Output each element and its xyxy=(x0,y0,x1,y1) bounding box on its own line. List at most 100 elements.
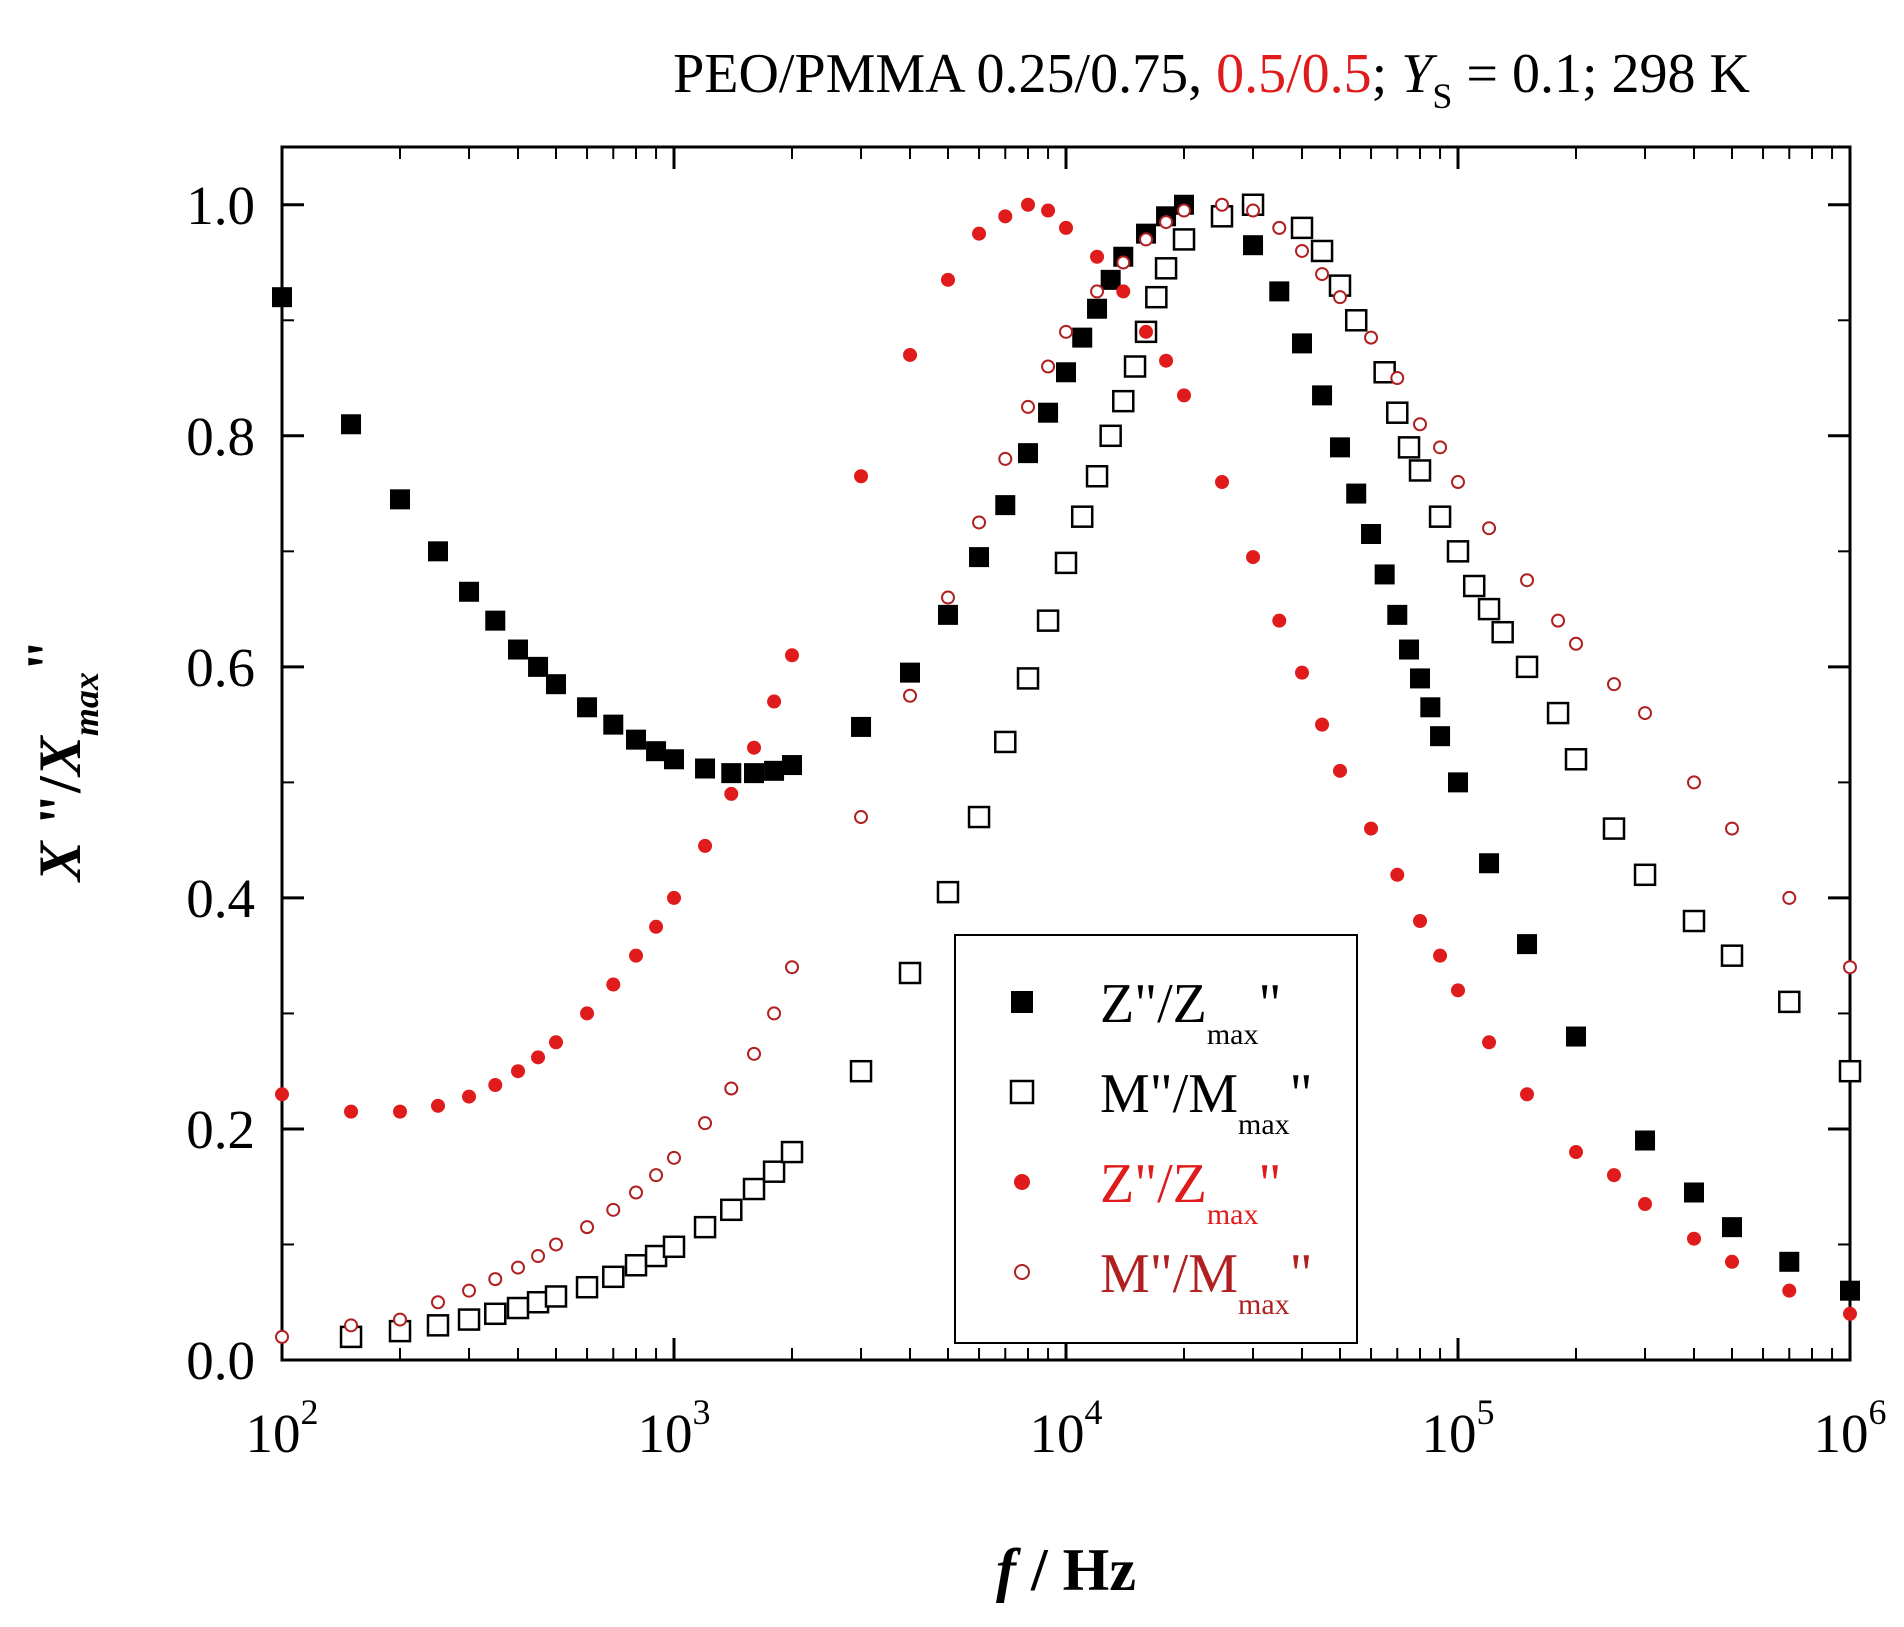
data-point xyxy=(1517,934,1538,955)
data-markers xyxy=(272,193,1862,1349)
data-point xyxy=(720,1198,743,1222)
data-point xyxy=(1329,437,1350,458)
data-point xyxy=(1482,521,1497,536)
x-tick-label: 102 xyxy=(246,1392,319,1464)
y-tick-label: 0.8 xyxy=(186,406,255,467)
data-point xyxy=(459,581,480,602)
data-point xyxy=(580,1006,595,1021)
data-point xyxy=(1364,821,1379,836)
data-point xyxy=(780,1140,804,1164)
data-point xyxy=(426,1314,450,1337)
x-tick-exponent: 5 xyxy=(1477,1392,1495,1432)
data-point xyxy=(344,1104,359,1119)
data-point xyxy=(1090,249,1105,264)
data-point xyxy=(1041,203,1056,218)
x-tick-label: 104 xyxy=(1030,1392,1103,1464)
data-point xyxy=(1344,309,1368,332)
legend: Z"/Zmax"M"/Mmax"Z"/Zmax"M"/Mmax" xyxy=(954,934,1358,1344)
title-part4: = 0.1; 298 K xyxy=(1452,43,1750,105)
data-point xyxy=(488,1272,503,1287)
data-point xyxy=(898,961,922,985)
title-ys: Y xyxy=(1401,43,1438,105)
data-point xyxy=(747,740,762,755)
data-point xyxy=(545,674,566,695)
data-point xyxy=(1041,359,1056,374)
data-point xyxy=(531,1249,546,1264)
data-point xyxy=(1782,1283,1797,1298)
data-point xyxy=(1638,1197,1653,1212)
data-point xyxy=(390,489,411,510)
data-point xyxy=(1246,203,1261,218)
data-point xyxy=(344,1318,359,1333)
data-point xyxy=(1602,817,1626,840)
title-ys-sub: S xyxy=(1432,76,1452,116)
y-tick-label: 0.4 xyxy=(186,868,255,929)
data-point xyxy=(1724,1254,1739,1269)
data-point xyxy=(900,662,921,683)
data-point xyxy=(1214,475,1229,490)
x-tick-base: 10 xyxy=(1030,1403,1085,1464)
data-point xyxy=(1778,990,1801,1014)
data-point xyxy=(275,1329,289,1344)
data-point xyxy=(427,541,448,562)
data-point xyxy=(972,515,987,530)
data-point xyxy=(1606,1168,1621,1183)
data-point xyxy=(1269,281,1290,302)
data-point xyxy=(1056,362,1076,383)
y-tick-label: 0.0 xyxy=(186,1330,255,1391)
data-point xyxy=(967,805,991,829)
data-point xyxy=(1272,613,1287,628)
data-point xyxy=(1408,459,1432,482)
y-label-x1: X xyxy=(27,839,93,883)
data-point xyxy=(1315,267,1330,282)
data-point xyxy=(629,948,644,963)
data-point xyxy=(506,1296,530,1320)
data-point xyxy=(511,1260,526,1275)
data-point xyxy=(430,1295,445,1310)
y-axis-label: X "/Xmax" xyxy=(15,639,106,883)
title-part1: PEO/PMMA 0.25/0.75, xyxy=(673,43,1216,105)
legend-tail: " xyxy=(1259,1153,1282,1215)
data-point xyxy=(854,469,869,484)
x-tick-label: 105 xyxy=(1422,1392,1495,1464)
data-point xyxy=(1315,717,1330,732)
data-point xyxy=(721,763,742,784)
data-point xyxy=(430,1098,445,1113)
data-point xyxy=(1112,389,1135,413)
data-point xyxy=(603,714,624,735)
data-point xyxy=(940,272,955,287)
data-point xyxy=(1332,290,1347,305)
data-point xyxy=(1159,215,1174,230)
data-point xyxy=(511,1064,526,1079)
data-point xyxy=(1145,285,1168,309)
data-point xyxy=(1090,284,1105,299)
data-point xyxy=(695,758,716,779)
data-point xyxy=(698,838,713,853)
data-point xyxy=(747,1046,762,1061)
data-point xyxy=(854,810,869,825)
data-point xyxy=(1635,1130,1656,1151)
data-point xyxy=(1551,613,1566,628)
series-0 xyxy=(272,194,1860,1301)
legend-marker-3 xyxy=(1014,1264,1030,1280)
data-point xyxy=(1246,550,1261,565)
data-point xyxy=(1016,667,1040,690)
data-point xyxy=(1374,564,1395,585)
x-tick-label: 106 xyxy=(1814,1392,1887,1464)
data-point xyxy=(485,610,506,631)
data-point xyxy=(1290,216,1314,240)
data-point xyxy=(1687,775,1702,790)
data-point xyxy=(1072,327,1093,348)
data-point xyxy=(1116,255,1131,270)
data-point xyxy=(1021,399,1036,414)
x-tick-base: 10 xyxy=(246,1403,301,1464)
data-point xyxy=(462,1283,477,1298)
data-point xyxy=(1361,524,1382,545)
data-point xyxy=(1177,388,1192,403)
data-point xyxy=(1054,551,1078,575)
data-point xyxy=(1295,665,1310,680)
data-point xyxy=(528,656,549,677)
data-point xyxy=(994,730,1017,754)
